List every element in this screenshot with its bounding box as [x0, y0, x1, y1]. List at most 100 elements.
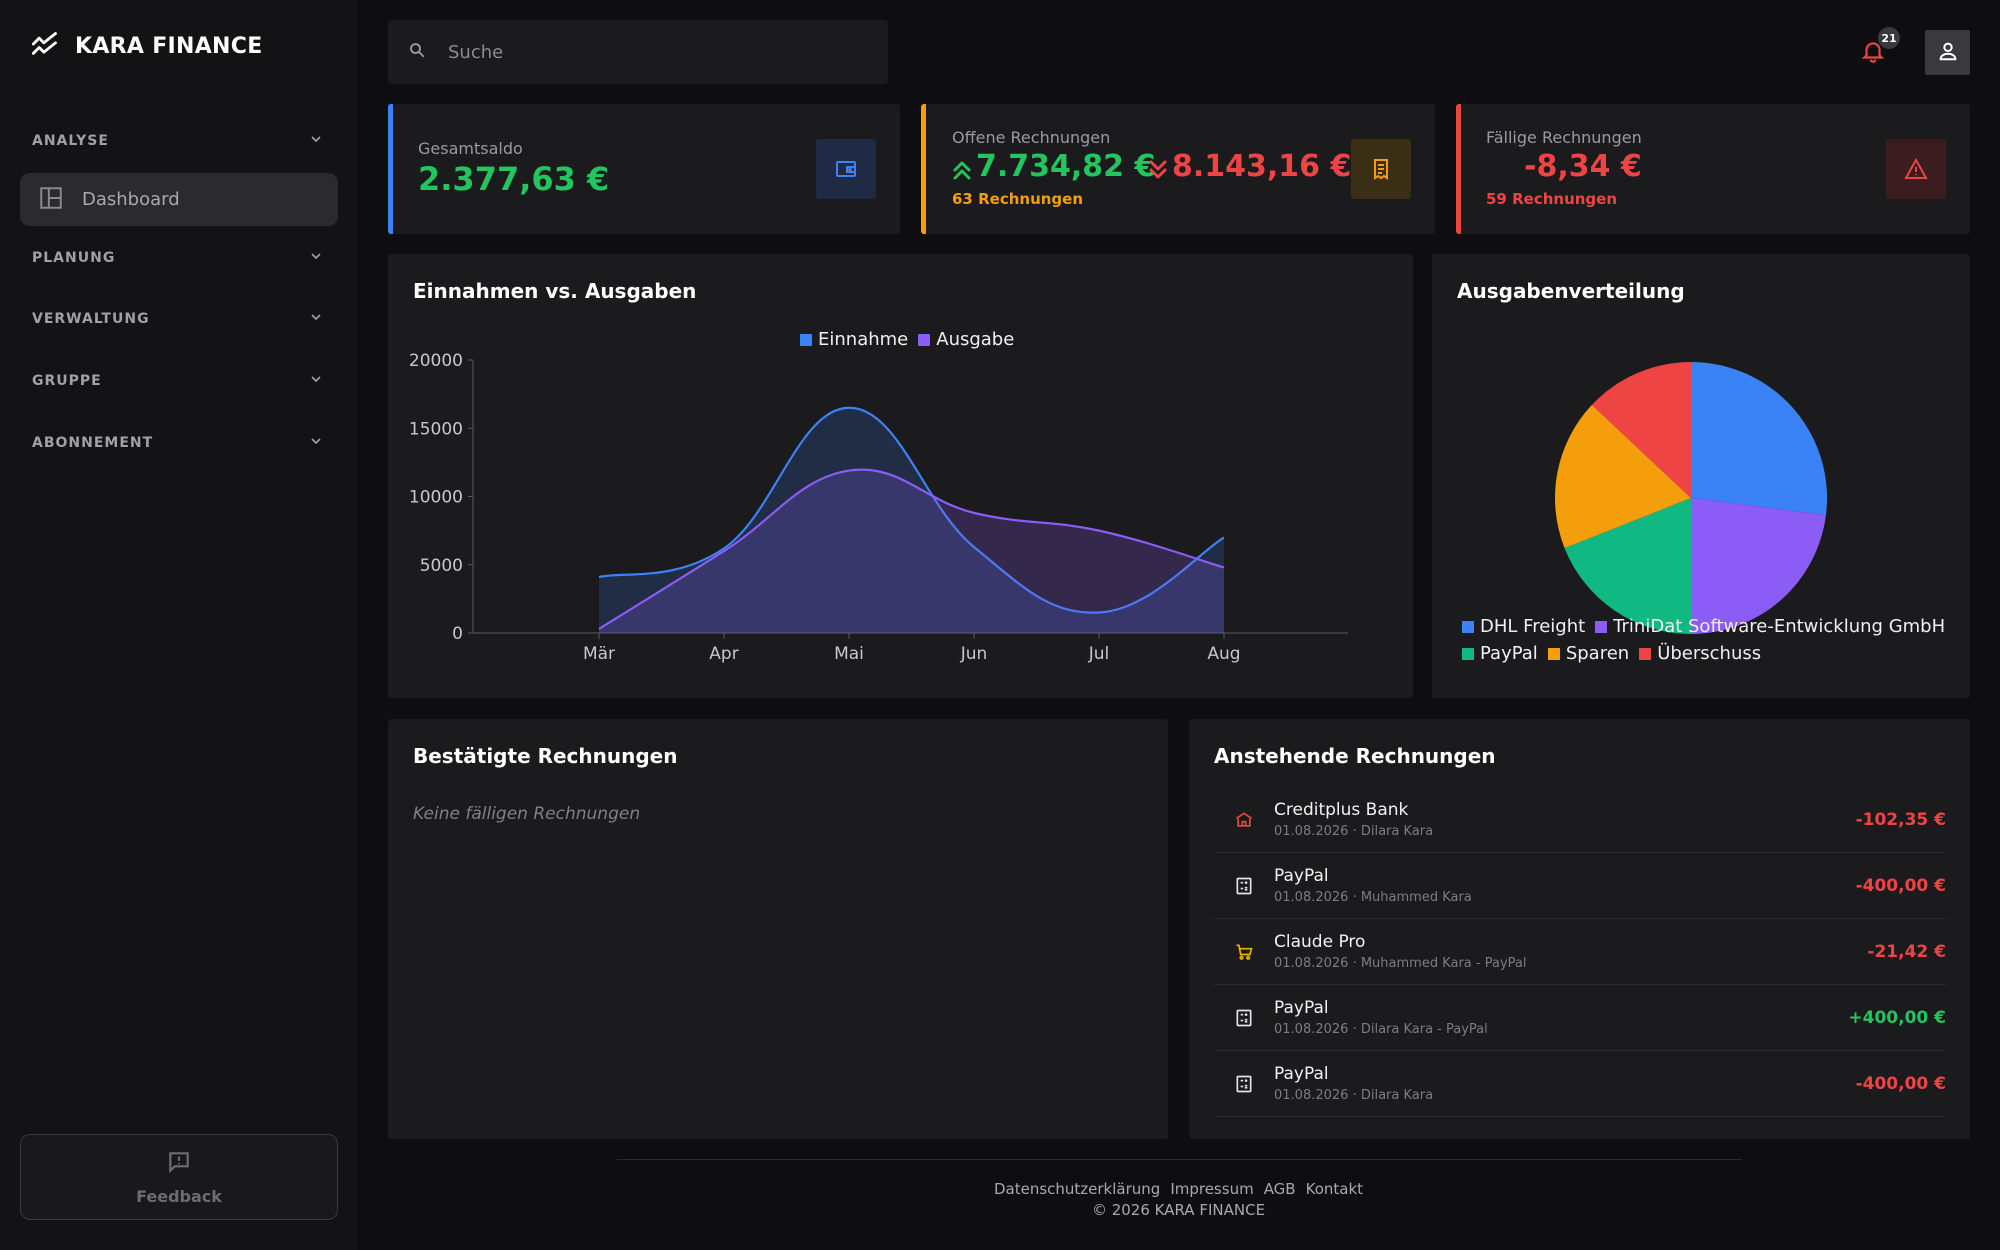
- user-icon: [1937, 40, 1959, 66]
- pie-slice[interactable]: [1691, 362, 1827, 516]
- warning-icon: [1886, 139, 1946, 199]
- nav-section-verwaltung[interactable]: VERWALTUNG: [32, 309, 324, 329]
- list-item[interactable]: PayPal 01.08.2026 · Dilara Kara -400,00 …: [1214, 1051, 1946, 1117]
- list-item-text: Claude Pro 01.08.2026 · Muhammed Kara - …: [1274, 932, 1867, 971]
- stat-income: 7.734,82 €: [952, 149, 1155, 184]
- y-tick-label: 5000: [420, 556, 463, 576]
- nav-section-planung[interactable]: PLANUNG: [32, 248, 324, 268]
- list-item[interactable]: Claude Pro 01.08.2026 · Muhammed Kara - …: [1214, 919, 1946, 985]
- chevron-down-icon: [308, 433, 324, 453]
- legend-label: Einnahme: [818, 329, 909, 350]
- double-down-icon: [1148, 155, 1168, 179]
- wallet-icon: [816, 139, 876, 199]
- legend-label: TriniDat Software-Entwicklung GmbH: [1613, 616, 1946, 637]
- stat-value: 2.377,63 €: [418, 160, 610, 198]
- x-tick-label: Jul: [1088, 644, 1110, 664]
- empty-state-text: Keine fälligen Rechnungen: [413, 804, 641, 824]
- list-item-meta: 01.08.2026 · Dilara Kara: [1274, 1088, 1434, 1103]
- legend-swatch: [800, 333, 812, 346]
- nav-section-label: VERWALTUNG: [32, 311, 150, 327]
- area-chart: 0 5000 10000 15000 20000 Mär Apr Mai Jun Jul Aug: [409, 351, 1348, 664]
- dashboard-icon: [38, 185, 64, 215]
- footer-divider: [617, 1159, 1742, 1160]
- notification-button[interactable]: [1860, 38, 1890, 68]
- nav-section-label: ANALYSE: [32, 133, 109, 149]
- nav-section-gruppe[interactable]: GRUPPE: [32, 371, 324, 391]
- legend-label: DHL Freight: [1480, 616, 1586, 637]
- stat-title: Gesamtsaldo: [418, 139, 523, 158]
- search-bar[interactable]: [388, 20, 888, 84]
- legend-swatch: [1462, 620, 1474, 633]
- accent-bar: [1456, 104, 1461, 234]
- y-tick-label: 15000: [409, 419, 463, 439]
- stat-expense: 8.143,16 €: [1148, 149, 1351, 184]
- pending-invoice-list: Creditplus Bank 01.08.2026 · Dilara Kara…: [1214, 787, 1946, 1117]
- chevron-down-icon: [308, 309, 324, 329]
- user-menu-button[interactable]: [1925, 30, 1970, 75]
- legend-label: Ausgabe: [936, 329, 1015, 350]
- search-icon: [408, 41, 426, 63]
- legend-item[interactable]: DHL Freight: [1462, 616, 1585, 637]
- stat-title: Offene Rechnungen: [952, 128, 1111, 147]
- stat-card-balance: Gesamtsaldo 2.377,63 €: [388, 104, 900, 234]
- list-item-name: PayPal: [1274, 866, 1329, 886]
- chevron-down-icon: [308, 248, 324, 268]
- calculator-icon: [1214, 876, 1274, 896]
- footer-link-imprint[interactable]: Impressum: [1170, 1180, 1254, 1198]
- nav-section-label: ABONNEMENT: [32, 435, 154, 451]
- list-item[interactable]: PayPal 01.08.2026 · Muhammed Kara -400,0…: [1214, 853, 1946, 919]
- stat-count: 59 Rechnungen: [1486, 190, 1618, 208]
- series-line-einnahme[interactable]: [598, 406, 1225, 614]
- confirmed-invoices-card: Bestätigte Rechnungen Keine fälligen Rec…: [388, 719, 1168, 1139]
- sidebar-item-dashboard[interactable]: Dashboard: [20, 173, 338, 226]
- y-tick-label: 20000: [409, 351, 463, 371]
- legend-item[interactable]: Überschuss: [1639, 643, 1761, 664]
- legend-item[interactable]: Einnahme: [800, 329, 908, 350]
- pie-slice[interactable]: [1591, 362, 1691, 498]
- card-title: Ausgabenverteilung: [1457, 279, 1685, 303]
- app-logo[interactable]: KARA FINANCE: [31, 30, 263, 62]
- x-tick-label: Jun: [960, 644, 988, 664]
- chevron-down-icon: [308, 371, 324, 391]
- calculator-icon: [1214, 1008, 1274, 1028]
- feedback-icon: [166, 1149, 192, 1179]
- receipt-icon: [1351, 139, 1411, 199]
- footer-link-privacy[interactable]: Datenschutzerklärung: [993, 1180, 1161, 1198]
- stat-card-due: Fällige Rechnungen -8,34 € 59 Rechnungen: [1456, 104, 1970, 234]
- list-item-amount: -21,42 €: [1867, 941, 1946, 962]
- series-line-ausgabe[interactable]: [598, 468, 1225, 630]
- list-item-amount: -400,00 €: [1855, 875, 1946, 896]
- x-tick-label: Mai: [834, 644, 864, 664]
- accent-bar: [388, 104, 393, 234]
- nav-section-abonnement[interactable]: ABONNEMENT: [32, 433, 324, 453]
- list-item[interactable]: Creditplus Bank 01.08.2026 · Dilara Kara…: [1214, 787, 1946, 853]
- trending-icon: [31, 30, 59, 62]
- chevron-down-icon: [308, 131, 324, 151]
- y-tick-label: 0: [452, 624, 463, 644]
- nav-section-analyse[interactable]: ANALYSE: [32, 131, 324, 151]
- pie-slice[interactable]: [1691, 498, 1826, 634]
- pie-slice[interactable]: [1564, 498, 1691, 634]
- stat-card-open: Offene Rechnungen 7.734,82 € 8.143,16 € …: [921, 104, 1435, 234]
- feedback-button[interactable]: Feedback: [20, 1134, 338, 1220]
- list-item[interactable]: PayPal 01.08.2026 · Dilara Kara - PayPal…: [1214, 985, 1946, 1051]
- bank-icon: [1214, 810, 1274, 830]
- stat-count: 63 Rechnungen: [952, 190, 1084, 208]
- pie-slice[interactable]: [1555, 404, 1691, 549]
- legend-item[interactable]: Sparen: [1547, 643, 1629, 664]
- legend-swatch: [1639, 647, 1652, 660]
- footer-link-terms[interactable]: AGB: [1263, 1180, 1296, 1198]
- legend-item[interactable]: TriniDat Software-Entwicklung GmbH: [1595, 616, 1945, 637]
- calculator-icon: [1214, 1074, 1274, 1094]
- list-item-amount: -400,00 €: [1855, 1073, 1946, 1094]
- y-tick-label: 10000: [409, 488, 463, 508]
- footer-link-contact[interactable]: Kontakt: [1305, 1180, 1364, 1198]
- legend-item[interactable]: PayPal: [1462, 643, 1538, 664]
- legend-label: Überschuss: [1657, 643, 1762, 664]
- list-item-text: PayPal 01.08.2026 · Dilara Kara: [1274, 1064, 1856, 1103]
- list-item-meta: 01.08.2026 · Dilara Kara: [1274, 824, 1434, 839]
- legend-item[interactable]: Ausgabe: [918, 329, 1014, 350]
- search-input[interactable]: [448, 41, 828, 63]
- list-item-name: Claude Pro: [1274, 932, 1366, 952]
- legend-swatch: [1547, 647, 1560, 660]
